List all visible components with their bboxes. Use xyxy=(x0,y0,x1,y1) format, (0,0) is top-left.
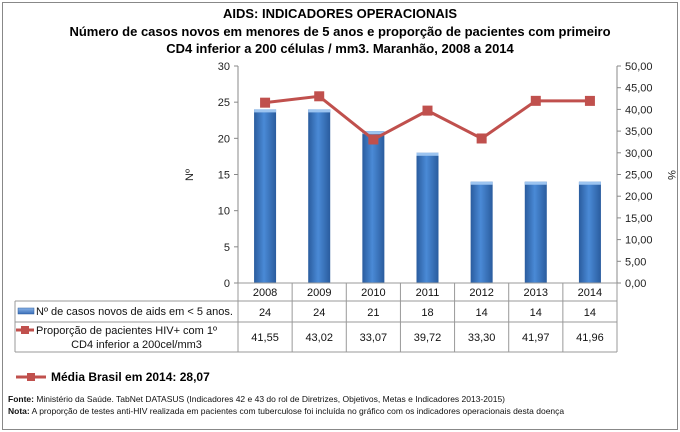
left-tick-label: 15 xyxy=(218,170,230,182)
line-value-label: 41,97 xyxy=(522,332,550,344)
right-tick-label: 15,00 xyxy=(625,213,653,225)
right-tick-label: 45,00 xyxy=(625,83,653,95)
fonte-text: Ministério da Saúde. TabNet DATASUS (Ind… xyxy=(33,394,506,404)
line-marker-2013 xyxy=(530,95,541,106)
line-value-label: 41,55 xyxy=(251,332,279,344)
chart-title: AIDS: INDICADORES OPERACIONAIS xyxy=(222,6,458,21)
right-tick-label: 40,00 xyxy=(625,104,653,116)
line-marker-2014 xyxy=(584,95,595,106)
red-line-marker-icon xyxy=(16,373,46,381)
year-label: 2014 xyxy=(578,287,602,299)
bar-2011 xyxy=(416,152,439,283)
bar-2009 xyxy=(308,109,331,284)
left-tick-label: 0 xyxy=(224,278,230,290)
nota-text: A proporção de testes anti-HIV realizada… xyxy=(29,406,565,416)
bar-highlight xyxy=(308,109,331,113)
bar-highlight xyxy=(578,181,601,185)
fonte-note: Fonte: Ministério da Saúde. TabNet DATAS… xyxy=(8,394,505,404)
left-axis-title: Nº xyxy=(184,169,196,181)
bar-value-label: 14 xyxy=(476,307,488,319)
left-tick-label: 20 xyxy=(218,133,230,145)
right-tick-label: 35,00 xyxy=(625,126,653,138)
line-value-label: 41,96 xyxy=(576,332,604,344)
media-brasil-legend: Média Brasil em 2014: 28,07 xyxy=(16,370,210,384)
year-label: 2011 xyxy=(416,287,440,299)
right-tick-label: 30,00 xyxy=(625,148,653,160)
nota-note: Nota: A proporção de testes anti-HIV rea… xyxy=(8,406,564,416)
nota-label: Nota: xyxy=(8,406,30,416)
line-marker-2010 xyxy=(368,134,379,145)
chart-subtitle-2: CD4 inferior a 200 células / mm3. Maranh… xyxy=(166,41,514,56)
year-label: 2009 xyxy=(307,287,331,299)
line-value-label: 33,07 xyxy=(360,332,388,344)
right-tick-label: 20,00 xyxy=(625,191,653,203)
year-label: 2008 xyxy=(253,287,277,299)
bar-value-label: 14 xyxy=(530,307,542,319)
line-marker-2012 xyxy=(476,133,487,144)
right-tick-label: 50,00 xyxy=(625,61,653,73)
bar-highlight xyxy=(416,152,439,156)
fonte-label: Fonte: xyxy=(8,394,34,404)
year-label: 2012 xyxy=(469,287,493,299)
bar-series-name: Nº de casos novos de aids em < 5 anos. xyxy=(36,306,233,318)
year-label: 2010 xyxy=(361,287,385,299)
bar-2013 xyxy=(524,181,547,283)
bar-2008 xyxy=(254,109,277,284)
bar-value-label: 24 xyxy=(259,307,271,319)
line-marker-2008 xyxy=(260,97,271,108)
bar-highlight xyxy=(254,109,277,113)
bar-value-label: 14 xyxy=(584,307,596,319)
line-value-label: 43,02 xyxy=(305,332,333,344)
line-legend-marker xyxy=(21,326,29,334)
bar-legend-icon xyxy=(17,307,35,315)
media-brasil-label: Média Brasil em 2014: 28,07 xyxy=(51,370,210,384)
left-tick-label: 30 xyxy=(218,61,230,73)
bar-value-label: 24 xyxy=(313,307,325,319)
bar-highlight xyxy=(362,131,385,135)
left-tick-label: 25 xyxy=(218,97,230,109)
chart-subtitle-1: Número de casos novos em menores de 5 an… xyxy=(69,24,611,39)
line-marker-2011 xyxy=(422,105,433,116)
line-series-name-1: Proporção de pacientes HIV+ com 1º xyxy=(36,325,217,337)
right-axis-title: % xyxy=(665,170,677,180)
line-series-name-2: CD4 inferior a 200cel/mm3 xyxy=(71,339,202,351)
line-value-label: 33,30 xyxy=(468,332,496,344)
right-tick-label: 5,00 xyxy=(625,256,646,268)
line-value-label: 39,72 xyxy=(414,332,442,344)
right-tick-label: 25,00 xyxy=(625,170,653,182)
bar-value-label: 18 xyxy=(421,307,433,319)
bar-value-label: 21 xyxy=(367,307,379,319)
bar-2012 xyxy=(470,181,493,283)
line-marker-2009 xyxy=(314,91,325,102)
left-tick-label: 5 xyxy=(224,242,230,254)
bar-2014 xyxy=(578,181,601,283)
bar-highlight xyxy=(470,181,493,185)
year-label: 2013 xyxy=(524,287,548,299)
right-tick-label: 0,00 xyxy=(625,278,646,290)
bar-highlight xyxy=(524,181,547,185)
bar-2010 xyxy=(362,131,385,283)
right-tick-label: 10,00 xyxy=(625,235,653,247)
left-tick-label: 10 xyxy=(218,206,230,218)
